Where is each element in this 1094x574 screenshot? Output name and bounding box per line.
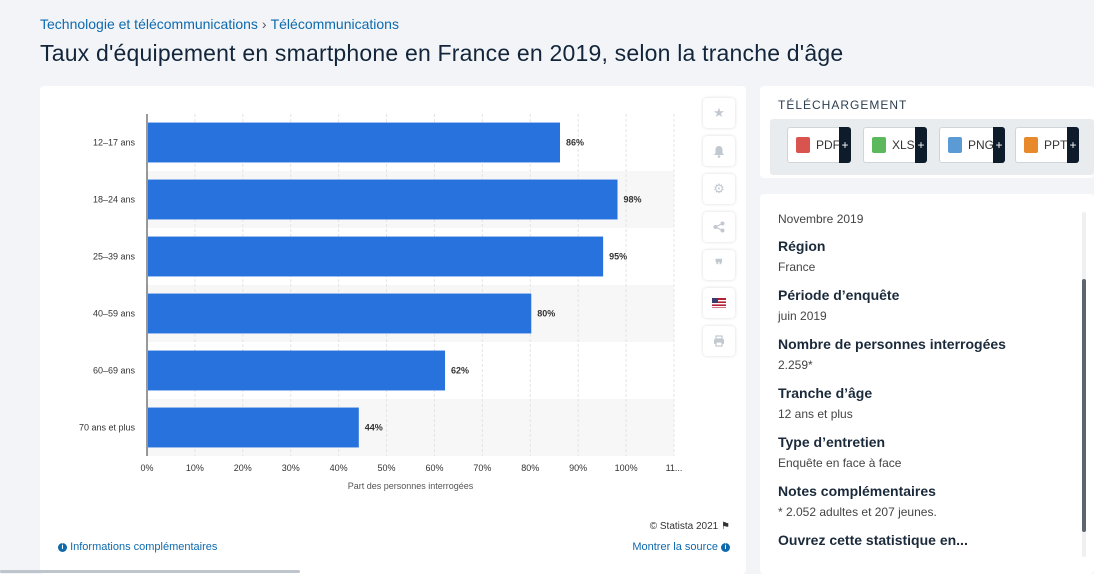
plus-icon: + [915, 127, 927, 163]
x-tick-label: 11... [666, 463, 683, 473]
breadcrumb: Technologie et télécommunications › Téléco… [40, 16, 399, 32]
breadcrumb-subcategory-link[interactable]: Télécommunications [270, 16, 399, 32]
download-buttons: PDF + XLS + PNG + PPT + [770, 119, 1094, 175]
info-link-label: Informations complémentaires [70, 541, 218, 553]
page-title: Taux d'équipement en smartphone en Franc… [40, 40, 844, 66]
statistic-details: Novembre 2019 Région France Période d’en… [778, 212, 1068, 548]
category-label: 12–17 ans [93, 138, 136, 148]
detail-label-survey-period: Période d’enquête [778, 287, 900, 303]
breadcrumb-category-link[interactable]: Technologie et télécommunications [40, 16, 258, 32]
detail-value-interview-type: Enquête en face à face [778, 456, 902, 470]
gear-icon[interactable]: ⚙ [703, 174, 735, 204]
x-tick-label: 90% [569, 463, 587, 473]
x-tick-label: 60% [425, 463, 443, 473]
info-link[interactable]: i Informations complémentaires [58, 541, 217, 553]
x-tick-label: 40% [330, 463, 348, 473]
statistic-details-panel: Novembre 2019 Région France Période d’en… [760, 194, 1094, 574]
detail-label-notes: Notes complémentaires [778, 483, 936, 499]
bar [148, 236, 604, 277]
detail-value-region: France [778, 260, 816, 274]
x-tick-label: 80% [521, 463, 539, 473]
vertical-scrollbar-thumb[interactable] [1082, 279, 1086, 532]
flag-icon[interactable] [703, 288, 735, 318]
bar [148, 179, 618, 220]
release-date: Novembre 2019 [778, 212, 864, 226]
category-label: 60–69 ans [93, 366, 136, 376]
flag-small-icon: ⚑ [721, 521, 730, 532]
download-panel: TÉLÉCHARGEMENT PDF + XLS + PNG + PPT + [760, 86, 1094, 178]
detail-value-age-group: 12 ans et plus [778, 407, 853, 421]
download-pdf-button[interactable]: PDF + [787, 127, 851, 163]
plus-icon: + [993, 127, 1005, 163]
download-ppt-label: PPT [1044, 138, 1068, 152]
detail-value-respondents: 2.259* [778, 358, 813, 372]
download-xls-label: XLS [892, 138, 915, 152]
data-label: 80% [537, 309, 555, 319]
pdf-file-icon [796, 137, 810, 153]
data-label: 86% [566, 138, 584, 148]
data-label: 44% [365, 423, 383, 433]
detail-label-age-group: Tranche d’âge [778, 385, 873, 401]
copyright-text: © Statista 2021 ⚑ [650, 521, 730, 532]
chart-card: 12–17 ans 86% 18–24 ans 98% 25–39 ans 95% 40–5… [40, 86, 746, 574]
category-label: 40–59 ans [93, 309, 136, 319]
open-statistic-in-link[interactable]: Ouvrez cette statistique en... [778, 532, 968, 548]
quote-icon[interactable]: ❞ [703, 250, 735, 280]
detail-label-respondents: Nombre de personnes interrogées [778, 336, 1006, 352]
plus-icon: + [1067, 127, 1079, 163]
bar [148, 407, 359, 448]
detail-label-interview-type: Type d’entretien [778, 434, 886, 450]
star-icon[interactable]: ★ [703, 98, 735, 128]
data-label: 98% [624, 195, 642, 205]
bell-icon[interactable] [703, 136, 735, 166]
data-label: 95% [609, 252, 627, 262]
bar [148, 122, 561, 163]
chart-toolbar: ★ ⚙ ❞ [703, 98, 735, 364]
download-png-label: PNG [968, 138, 995, 152]
category-label: 18–24 ans [93, 195, 136, 205]
print-icon[interactable] [703, 326, 735, 356]
source-link-label: Montrer la source [632, 541, 718, 553]
data-label: 62% [451, 366, 469, 376]
x-tick-label: 20% [234, 463, 252, 473]
x-tick-label: 100% [615, 463, 638, 473]
xls-file-icon [872, 137, 886, 153]
horizontal-scrollbar[interactable] [0, 570, 300, 573]
info-icon: i [58, 542, 67, 552]
detail-value-survey-period: juin 2019 [778, 309, 827, 323]
bar-chart: 12–17 ans 86% 18–24 ans 98% 25–39 ans 95% 40–5… [79, 114, 683, 491]
detail-value-notes: * 2.052 adultes et 207 jeunes. [778, 505, 937, 519]
png-file-icon [948, 137, 962, 153]
x-tick-label: 30% [282, 463, 300, 473]
download-png-button[interactable]: PNG + [939, 127, 1005, 163]
category-label: 25–39 ans [93, 252, 136, 262]
plus-icon: + [839, 127, 851, 163]
category-label: 70 ans et plus [79, 423, 136, 433]
download-title: TÉLÉCHARGEMENT [778, 98, 908, 112]
x-tick-label: 50% [378, 463, 396, 473]
copyright-label: © Statista 2021 [649, 521, 719, 532]
share-icon[interactable] [703, 212, 735, 242]
info-icon: i [721, 542, 730, 552]
download-xls-button[interactable]: XLS + [863, 127, 927, 163]
bar [148, 350, 446, 391]
detail-label-region: Région [778, 238, 826, 254]
x-tick-label: 10% [186, 463, 204, 473]
download-ppt-button[interactable]: PPT + [1015, 127, 1079, 163]
download-pdf-label: PDF [816, 138, 840, 152]
x-tick-label: 0% [140, 463, 153, 473]
breadcrumb-separator: › [261, 16, 267, 32]
source-link[interactable]: Montrer la source i [632, 541, 730, 553]
ppt-file-icon [1024, 137, 1038, 153]
x-axis-label: Part des personnes interrogées [348, 481, 474, 491]
x-tick-label: 70% [473, 463, 491, 473]
bar [148, 293, 532, 334]
